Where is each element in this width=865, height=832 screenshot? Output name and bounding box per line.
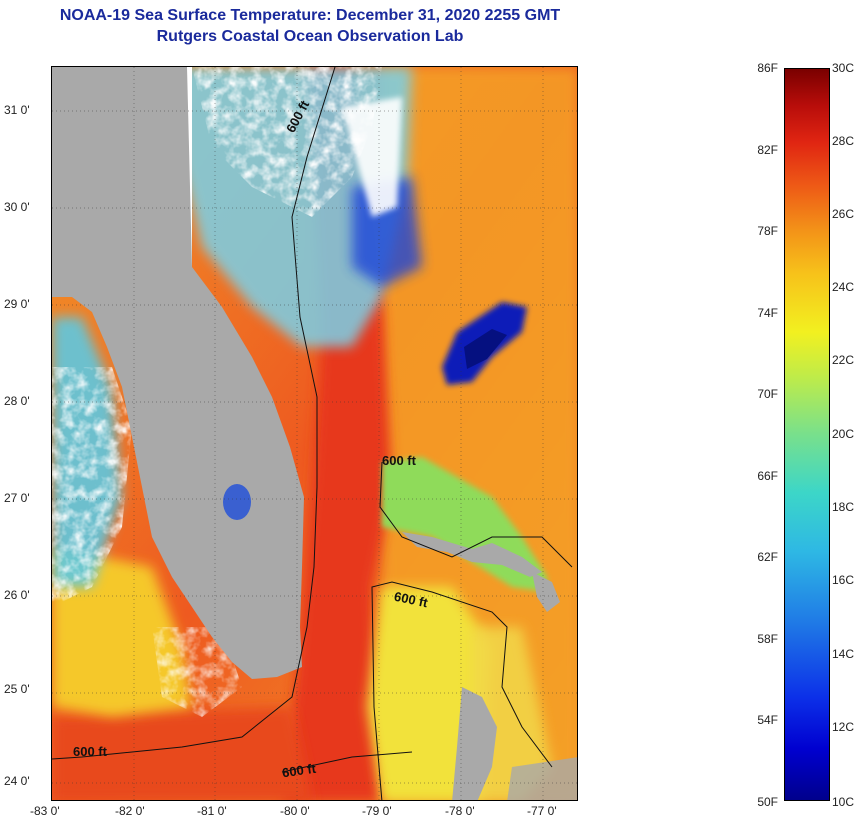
contour-600ft-east-florida	[52, 67, 336, 760]
colorbar-f-62: 62F	[757, 550, 778, 564]
colorbar-f-74: 74F	[757, 306, 778, 320]
lon-label-81: -81 0'	[197, 804, 227, 818]
lat-label-28: 28 0'	[4, 394, 30, 408]
colorbar-c-10: 10C	[832, 795, 855, 809]
andros-land	[452, 687, 497, 800]
graticule	[52, 67, 577, 800]
lat-label-26: 26 0'	[4, 588, 30, 602]
lat-label-30: 30 0'	[4, 200, 30, 214]
cloud-northeast	[342, 97, 402, 217]
colorbar-c-28: 28C	[832, 134, 855, 148]
grand-bahama-land	[402, 532, 542, 577]
lon-label-77: -77 0'	[527, 804, 557, 818]
map-title: NOAA-19 Sea Surface Temperature: Decembe…	[59, 7, 561, 24]
lat-label-31: 31 0'	[4, 103, 30, 117]
sst-imagery	[52, 67, 577, 800]
colorbar-c-16: 16C	[832, 573, 855, 587]
contour-label-southwest: 600 ft	[73, 744, 107, 759]
gulf-stream-south	[52, 707, 312, 800]
contour-600ft-south	[281, 751, 413, 773]
lake-okeechobee	[223, 484, 251, 520]
lon-label-83: -83 0'	[30, 804, 60, 818]
sst-map	[51, 66, 578, 801]
cloud-west-coast	[52, 367, 132, 607]
contour-600ft-tongue	[371, 581, 553, 800]
map-subtitle: Rutgers Coastal Ocean Observation Lab	[156, 28, 464, 45]
colorbar-c-18: 18C	[832, 500, 855, 514]
colorbar-f-58: 58F	[757, 632, 778, 646]
cloud-north	[192, 67, 382, 217]
lon-label-79: -79 0'	[362, 804, 392, 818]
colorbar-c-14: 14C	[832, 647, 855, 661]
lon-label-82: -82 0'	[115, 804, 145, 818]
cuba-edge	[507, 757, 577, 800]
colorbar-f-70: 70F	[757, 387, 778, 401]
colorbar-f-66: 66F	[757, 469, 778, 483]
abaco-land	[532, 572, 560, 612]
cold-eddy-core	[464, 329, 507, 369]
temperature-colorbar	[784, 68, 830, 801]
lat-label-27: 27 0'	[4, 491, 30, 505]
cloud-keys	[152, 627, 242, 717]
florida-land	[52, 67, 304, 679]
colorbar-c-22: 22C	[832, 353, 855, 367]
colorbar-f-54: 54F	[757, 713, 778, 727]
contour-600ft-bahama-bank	[379, 461, 573, 568]
contour-label-bahama: 600 ft	[382, 453, 416, 468]
colorbar-f-50: 50F	[757, 795, 778, 809]
colorbar-f-78: 78F	[757, 224, 778, 238]
lat-label-25: 25 0'	[4, 682, 30, 696]
lat-label-29: 29 0'	[4, 297, 30, 311]
colorbar-c-26: 26C	[832, 207, 855, 221]
colorbar-c-24: 24C	[832, 280, 855, 294]
lat-label-24: 24 0'	[4, 774, 30, 788]
colorbar-f-82: 82F	[757, 143, 778, 157]
lon-label-80: -80 0'	[280, 804, 310, 818]
lon-label-78: -78 0'	[445, 804, 475, 818]
colorbar-c-12: 12C	[832, 720, 855, 734]
colorbar-c-20: 20C	[832, 427, 855, 441]
colorbar-f-86: 86F	[757, 61, 778, 75]
colorbar-c-30: 30C	[832, 61, 855, 75]
